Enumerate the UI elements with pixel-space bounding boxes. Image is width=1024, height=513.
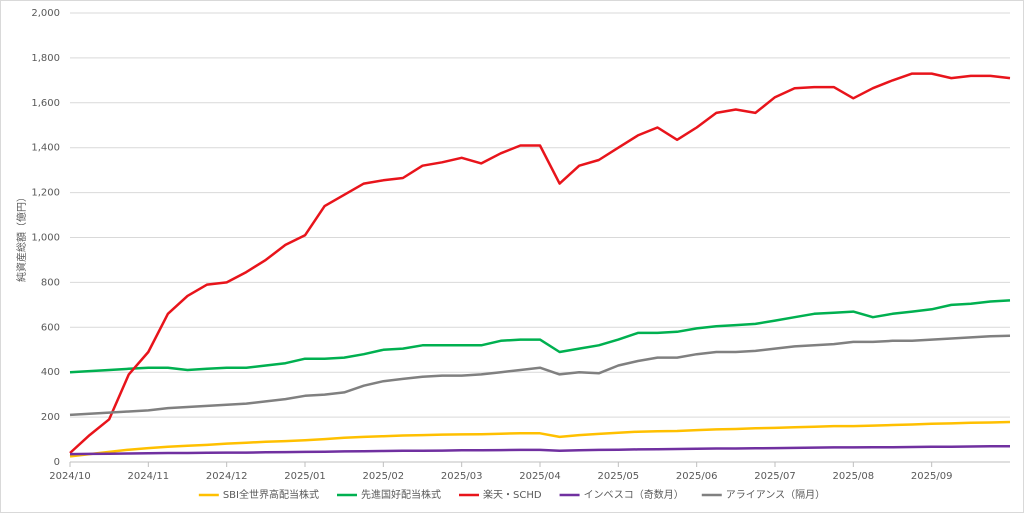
y-tick-label: 1,800 [31, 53, 60, 64]
x-tick-label: 2025/08 [833, 471, 875, 482]
legend-label: 楽天・SCHD [483, 488, 542, 501]
y-axis-label: 純資産総額（億円） [15, 192, 28, 282]
legend-label: 先進国好配当株式 [361, 488, 441, 501]
y-tick-label: 1,400 [31, 143, 60, 154]
series-line [69, 334, 1011, 417]
x-tick-label: 2025/04 [519, 471, 561, 482]
x-tick-label: 2024/10 [49, 471, 91, 482]
legend-label: アライアンス（隔月） [726, 489, 825, 501]
x-tick-label: 2024/11 [128, 471, 170, 482]
x-tick-label: 2025/09 [911, 471, 953, 482]
y-tick-label: 2,000 [31, 8, 60, 19]
legend-label: SBI全世界高配当株式 [223, 488, 319, 501]
y-tick-label: 800 [41, 277, 60, 288]
y-tick-label: 600 [41, 322, 60, 333]
x-tick-label: 2025/03 [441, 471, 483, 482]
series-line [69, 445, 1010, 456]
y-tick-label: 0 [54, 457, 60, 468]
series-line [69, 72, 1011, 454]
x-tick-label: 2025/07 [754, 471, 796, 482]
x-tick-label: 2025/02 [363, 471, 405, 482]
x-tick-label: 2024/12 [206, 471, 248, 482]
y-tick-label: 1,600 [31, 98, 60, 109]
x-tick-label: 2025/05 [598, 471, 640, 482]
y-tick-label: 400 [41, 367, 60, 378]
y-tick-label: 200 [41, 412, 60, 423]
series-line [69, 420, 1011, 458]
y-tick-label: 1,000 [31, 233, 60, 244]
x-tick-label: 2025/01 [284, 471, 326, 482]
legend-label: インベスコ（奇数月） [584, 488, 684, 501]
x-tick-label: 2025/06 [676, 471, 718, 482]
series-line [69, 299, 1011, 374]
y-tick-label: 1,200 [31, 188, 60, 199]
